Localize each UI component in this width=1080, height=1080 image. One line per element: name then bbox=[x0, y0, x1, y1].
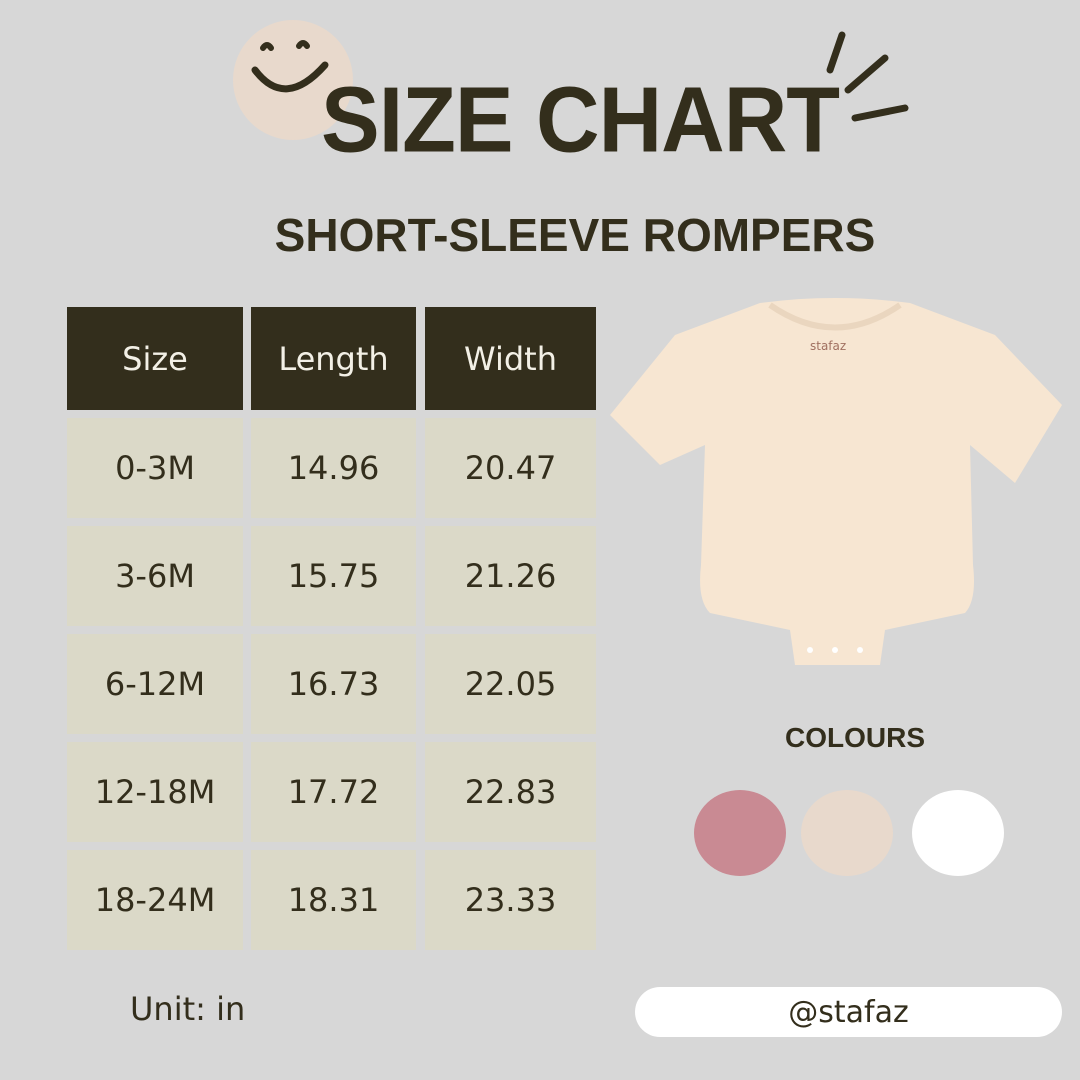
cell-size: 3-6M bbox=[67, 526, 243, 626]
social-handle: @stafaz bbox=[788, 994, 909, 1030]
colours-label: COLOURS bbox=[785, 722, 925, 753]
smiley-face-icon bbox=[233, 20, 353, 140]
svg-text:stafaz: stafaz bbox=[810, 339, 846, 353]
colour-swatch-beige[interactable] bbox=[801, 790, 893, 876]
cell-size: 12-18M bbox=[67, 742, 243, 842]
social-handle-pill: @stafaz bbox=[635, 987, 1062, 1037]
romper-product-image: stafaz bbox=[610, 298, 1062, 665]
cell-length: 16.73 bbox=[251, 634, 416, 734]
colour-swatch-white[interactable] bbox=[912, 790, 1004, 876]
cell-width: 22.05 bbox=[425, 634, 596, 734]
cell-length: 17.72 bbox=[251, 742, 416, 842]
cell-size: 6-12M bbox=[67, 634, 243, 734]
cell-width: 21.26 bbox=[425, 526, 596, 626]
cell-width: 23.33 bbox=[425, 850, 596, 950]
cell-width: 20.47 bbox=[425, 418, 596, 518]
cell-length: 18.31 bbox=[251, 850, 416, 950]
colour-swatch-pink[interactable] bbox=[694, 790, 786, 876]
column-header-length: Length bbox=[251, 307, 416, 410]
column-header-size: Size bbox=[67, 307, 243, 410]
cell-length: 15.75 bbox=[251, 526, 416, 626]
sparkle-lines-icon bbox=[826, 31, 909, 122]
cell-width: 22.83 bbox=[425, 742, 596, 842]
column-header-width: Width bbox=[425, 307, 596, 410]
page-title: SIZE CHART bbox=[321, 67, 840, 172]
cell-length: 14.96 bbox=[251, 418, 416, 518]
cell-size: 0-3M bbox=[67, 418, 243, 518]
page-subtitle: SHORT-SLEEVE ROMPERS bbox=[274, 209, 876, 261]
unit-label: Unit: in bbox=[130, 990, 246, 1028]
cell-size: 18-24M bbox=[67, 850, 243, 950]
